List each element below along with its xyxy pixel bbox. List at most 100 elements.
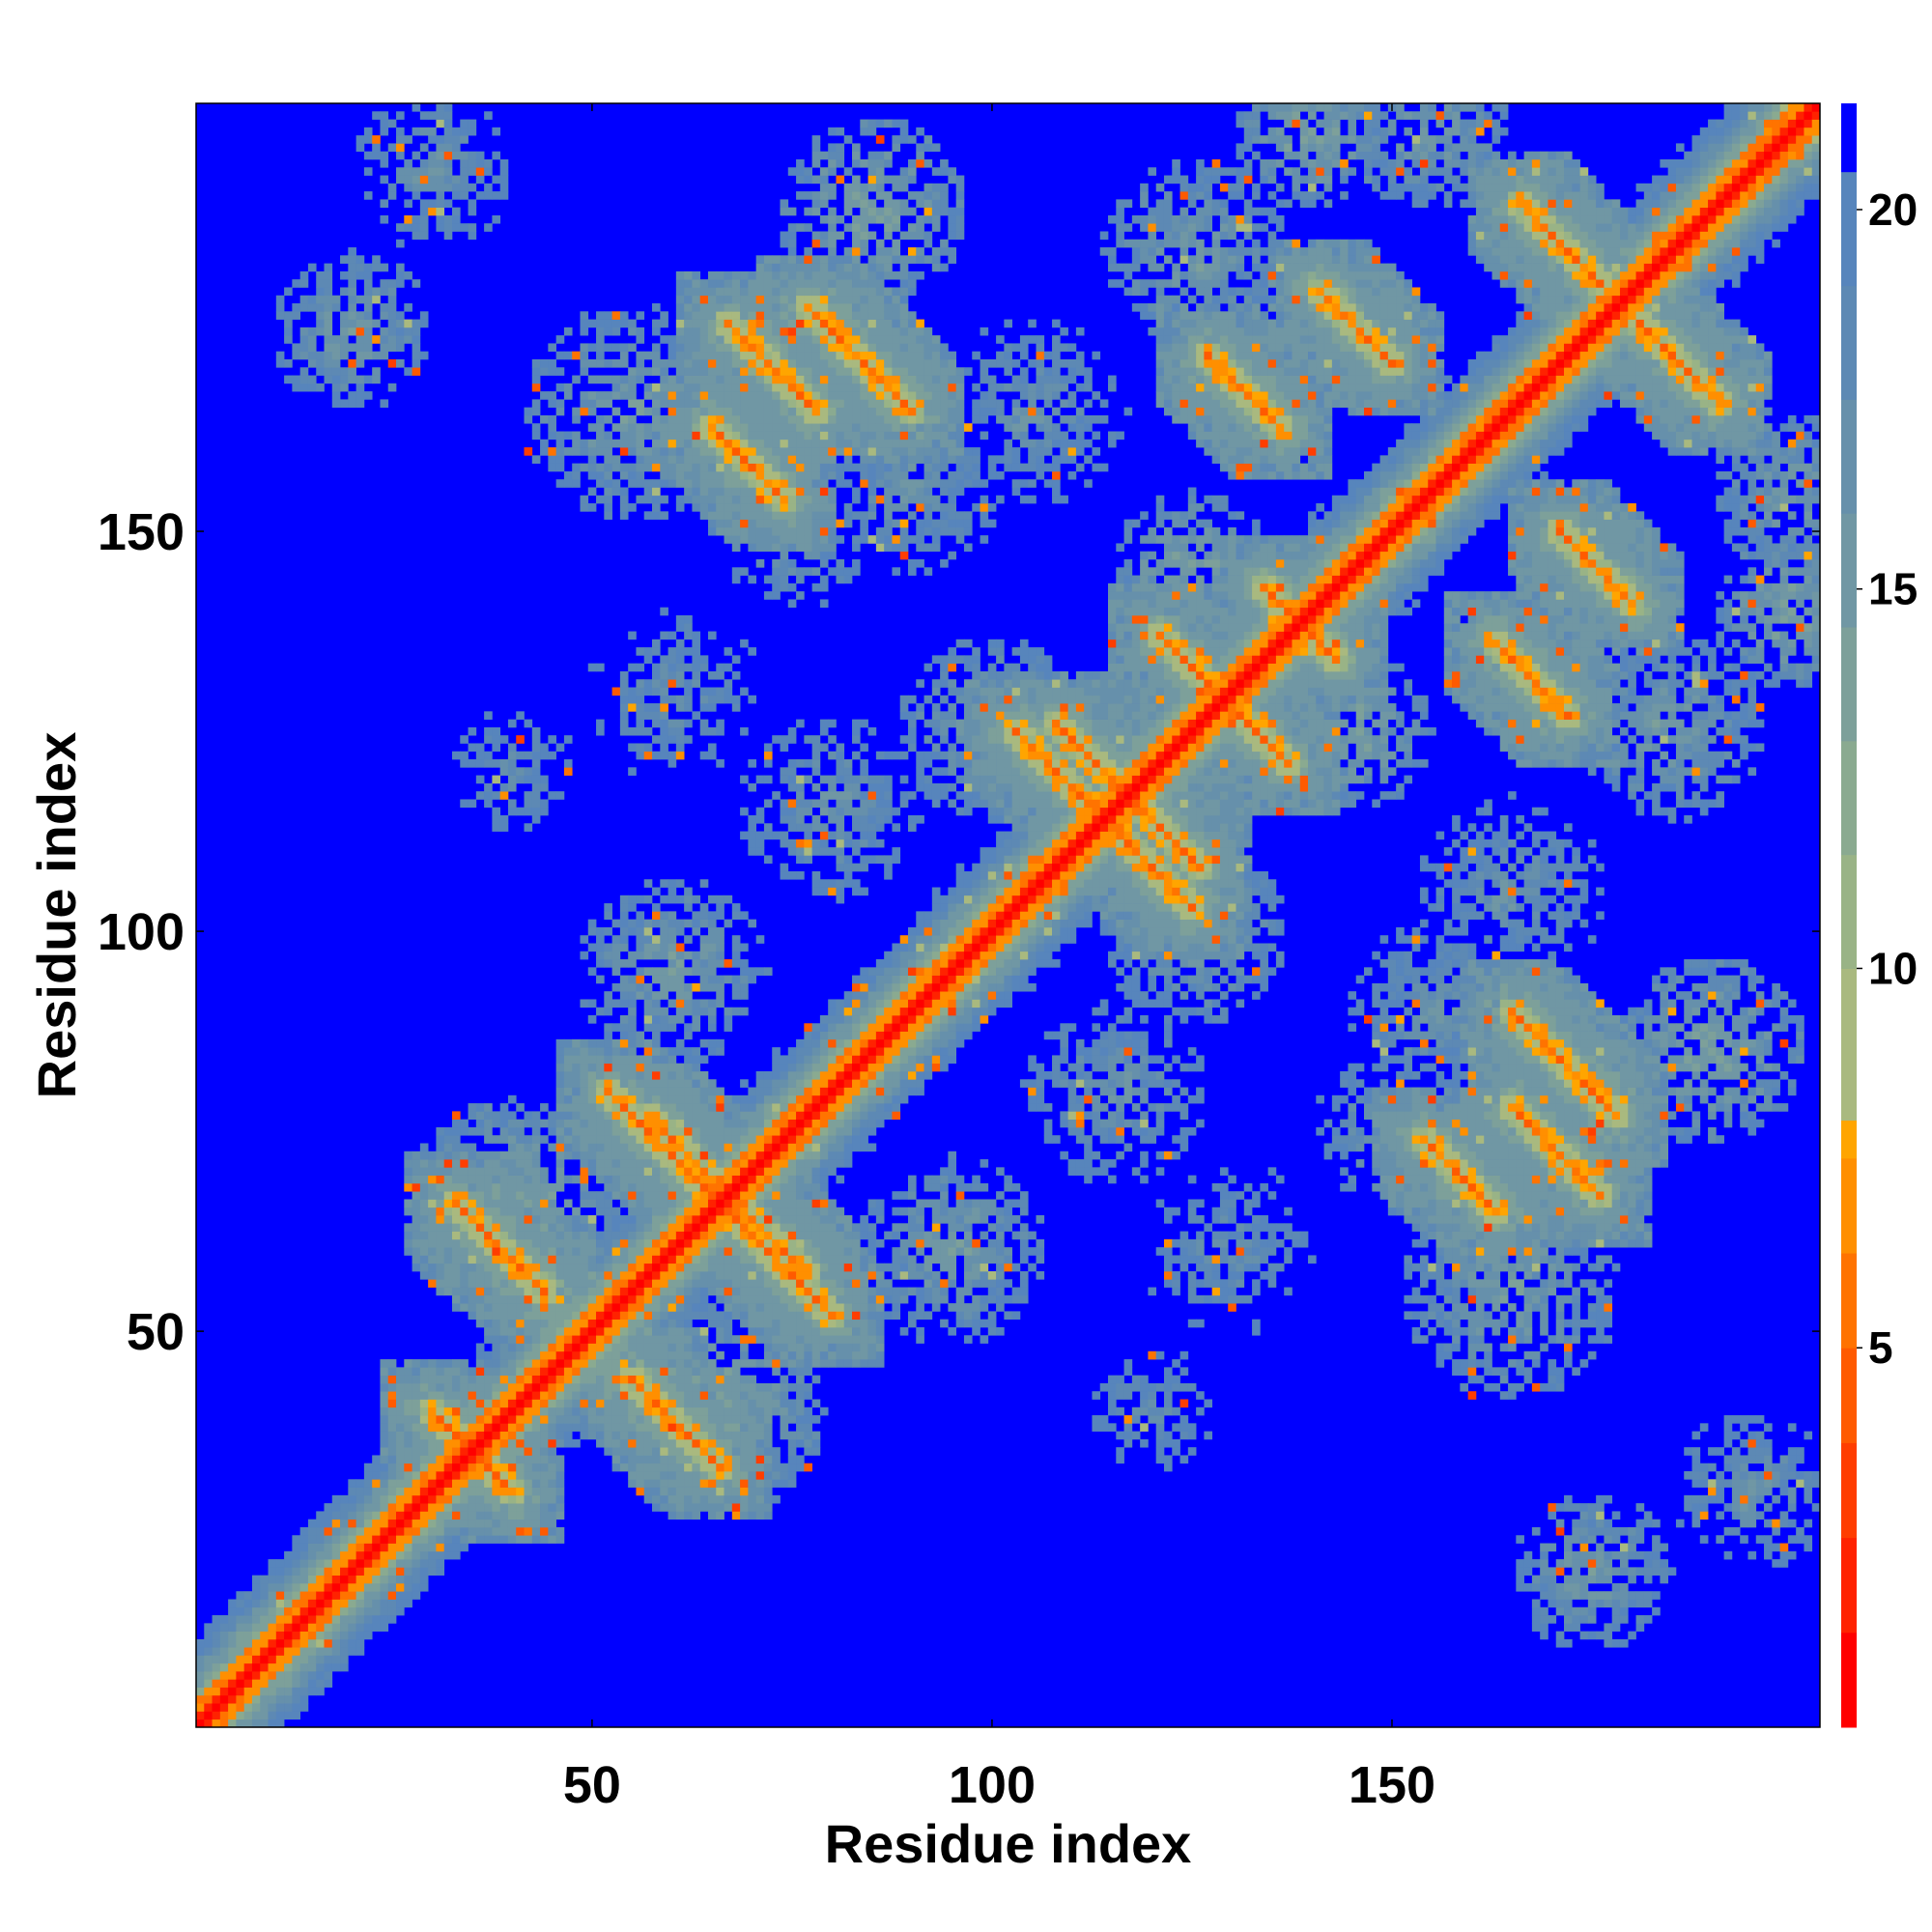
heatmap-cell: [540, 1175, 549, 1184]
heatmap-cell: [684, 687, 693, 696]
heatmap-cell: [652, 1479, 661, 1488]
heatmap-cell: [531, 407, 541, 416]
heatmap-cell: [668, 1182, 677, 1192]
heatmap-cell: [387, 1615, 397, 1624]
heatmap-cell: [755, 1359, 765, 1368]
heatmap-cell: [724, 375, 733, 384]
heatmap-cell: [499, 1431, 509, 1440]
heatmap-cell: [404, 1503, 412, 1512]
heatmap-cell: [380, 1406, 389, 1416]
heatmap-cell: [475, 791, 485, 800]
heatmap-cell: [755, 1111, 765, 1121]
heatmap-cell: [804, 1238, 812, 1248]
heatmap-cell: [660, 1479, 668, 1488]
heatmap-cell: [443, 1287, 453, 1296]
heatmap-cell: [516, 1335, 525, 1344]
heatmap-cell: [740, 1494, 749, 1504]
heatmap-cell: [636, 423, 645, 432]
heatmap-cell: [499, 1382, 509, 1392]
heatmap-cell: [668, 1015, 677, 1024]
heatmap-cell: [668, 655, 677, 664]
heatmap-cell: [387, 1359, 397, 1368]
heatmap-cell: [468, 1406, 477, 1416]
heatmap-cell: [555, 463, 565, 472]
heatmap-cell: [468, 151, 477, 160]
heatmap-cell: [763, 1126, 773, 1136]
heatmap-cell: [284, 1679, 293, 1688]
heatmap-cell: [499, 1423, 509, 1432]
heatmap-cell: [675, 1087, 685, 1096]
heatmap-cell: [340, 1599, 349, 1608]
heatmap-cell: [699, 1070, 709, 1080]
heatmap-cell: [587, 1326, 597, 1336]
heatmap-cell: [660, 1367, 668, 1376]
heatmap-cell: [763, 455, 773, 464]
heatmap-cell: [243, 1615, 253, 1624]
heatmap-cell: [660, 1279, 668, 1288]
heatmap-cell: [484, 1207, 493, 1216]
heatmap-cell: [716, 1167, 724, 1176]
heatmap-cell: [780, 1350, 789, 1360]
heatmap-cell: [499, 1367, 509, 1376]
heatmap-cell: [492, 1135, 501, 1144]
heatmap-cell: [740, 399, 749, 409]
heatmap-cell: [587, 663, 597, 672]
heatmap-cell: [675, 751, 685, 760]
heatmap-cell: [699, 1182, 709, 1192]
heatmap-cell: [555, 1167, 565, 1176]
heatmap-cell: [540, 1494, 549, 1504]
heatmap-cell: [596, 951, 605, 960]
heatmap-cell: [428, 158, 437, 168]
heatmap-cell: [731, 327, 741, 336]
heatmap-cell: [436, 1487, 445, 1496]
heatmap-cell: [492, 1367, 501, 1376]
heatmap-cell: [692, 335, 701, 344]
heatmap-cell: [668, 911, 677, 920]
heatmap-cell: [236, 1687, 245, 1696]
heatmap-cell: [604, 1287, 612, 1296]
heatmap-cell: [316, 351, 325, 360]
heatmap-cell: [324, 1671, 333, 1680]
heatmap-cell: [796, 1431, 805, 1440]
heatmap-cell: [516, 807, 525, 816]
heatmap-cell: [699, 1247, 709, 1256]
heatmap-cell: [643, 751, 653, 760]
heatmap-cell: [443, 1431, 453, 1440]
heatmap-cell: [516, 1287, 525, 1296]
heatmap-cell: [524, 1175, 533, 1184]
heatmap-cell: [548, 1438, 556, 1448]
heatmap-cell: [628, 1175, 637, 1184]
heatmap-cell: [619, 1015, 629, 1024]
heatmap-cell: [780, 447, 789, 456]
heatmap-cell: [748, 519, 756, 528]
heatmap-cell: [804, 838, 812, 848]
heatmap-cell: [572, 1399, 581, 1408]
heatmap-cell: [699, 279, 709, 288]
heatmap-cell: [619, 1279, 629, 1288]
heatmap-cell: [804, 399, 812, 409]
heatmap-cell: [548, 1535, 556, 1544]
heatmap-cell: [468, 743, 477, 753]
heatmap-cell: [284, 1582, 293, 1592]
heatmap-cell: [660, 1191, 668, 1200]
heatmap-cell: [436, 1215, 445, 1224]
heatmap-cell: [684, 1070, 693, 1080]
heatmap-cell: [652, 1247, 661, 1256]
heatmap-cell: [243, 1655, 253, 1664]
heatmap-cell: [699, 1399, 709, 1408]
heatmap-cell: [636, 1255, 645, 1264]
heatmap-cell: [524, 719, 533, 728]
heatmap-cell: [740, 1191, 749, 1200]
heatmap-cell: [548, 1367, 556, 1376]
heatmap-cell: [796, 1438, 805, 1448]
heatmap-cell: [636, 1135, 645, 1144]
heatmap-cell: [636, 695, 645, 704]
heatmap-cell: [772, 1063, 781, 1072]
heatmap-cell: [340, 1519, 349, 1528]
heatmap-cell: [763, 1391, 773, 1400]
heatmap-cell: [684, 455, 693, 464]
heatmap-cell: [484, 1191, 493, 1200]
heatmap-cell: [660, 1343, 668, 1352]
heatmap-cell: [716, 327, 724, 336]
heatmap-cell: [412, 279, 421, 288]
